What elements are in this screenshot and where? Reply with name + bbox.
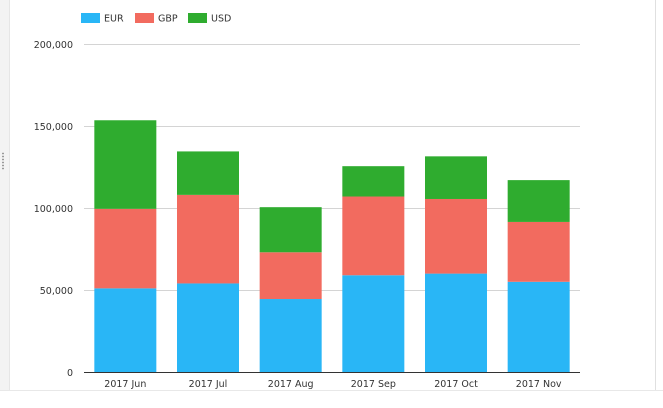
bar-segment-gbp[interactable]: [94, 208, 157, 289]
x-tick-label: 2017 Sep: [351, 379, 396, 390]
x-tick-label: 2017 Aug: [268, 379, 314, 390]
legend-swatch-usd[interactable]: [188, 13, 207, 23]
legend-swatch-gbp[interactable]: [135, 13, 154, 23]
bar-segment-eur[interactable]: [259, 299, 322, 372]
bar-segment-gbp[interactable]: [342, 196, 405, 276]
y-tick-label: 100,000: [34, 204, 73, 215]
bar-segment-usd[interactable]: [342, 166, 405, 197]
chart-legend: EUR GBP USD: [81, 13, 231, 25]
bar-segment-usd[interactable]: [425, 156, 487, 199]
bar-segment-usd[interactable]: [94, 120, 157, 209]
bar-segment-gbp[interactable]: [259, 252, 322, 300]
y-tick-label: 150,000: [34, 122, 73, 133]
bar-segment-eur[interactable]: [425, 273, 487, 372]
bottom-status-strip: [0, 390, 663, 408]
resize-grip-icon[interactable]: [1, 152, 5, 170]
legend-label-gbp[interactable]: GBP: [158, 14, 178, 25]
panel-right-border: [655, 0, 656, 390]
bar-segment-gbp[interactable]: [507, 221, 570, 282]
x-tick-label: 2017 Jun: [104, 379, 146, 390]
bar-segment-eur[interactable]: [94, 288, 157, 372]
bar-segment-usd[interactable]: [177, 151, 239, 195]
y-tick-label: 0: [67, 368, 73, 379]
left-resize-strip[interactable]: [0, 0, 10, 390]
stacked-bar-chart: EUR GBP USD 0 50,000 100,000 150,000 200,000 2…: [34, 13, 580, 390]
x-axis: 2017 Jun 2017 Jul 2017 Aug 2017 Sep 2017 Oct…: [84, 372, 580, 390]
gridlines: [84, 44, 580, 291]
legend-label-usd[interactable]: USD: [211, 14, 231, 25]
y-tick-label: 200,000: [34, 40, 73, 51]
bar-segment-gbp[interactable]: [177, 194, 239, 284]
bar-segment-eur[interactable]: [342, 275, 405, 372]
x-tick-label: 2017 Jul: [189, 379, 228, 390]
y-tick-label: 50,000: [40, 286, 73, 297]
x-tick-label: 2017 Nov: [516, 379, 562, 390]
bar-segment-eur[interactable]: [177, 283, 239, 372]
x-tick-label: 2017 Oct: [434, 379, 478, 390]
bars: [94, 120, 570, 372]
bar-segment-eur[interactable]: [507, 281, 570, 372]
bar-segment-usd[interactable]: [507, 180, 570, 222]
y-axis: 0 50,000 100,000 150,000 200,000: [34, 40, 73, 379]
legend-label-eur[interactable]: EUR: [104, 14, 124, 25]
legend-swatch-eur[interactable]: [81, 13, 100, 23]
bar-segment-gbp[interactable]: [425, 198, 487, 274]
bar-segment-usd[interactable]: [259, 207, 322, 253]
